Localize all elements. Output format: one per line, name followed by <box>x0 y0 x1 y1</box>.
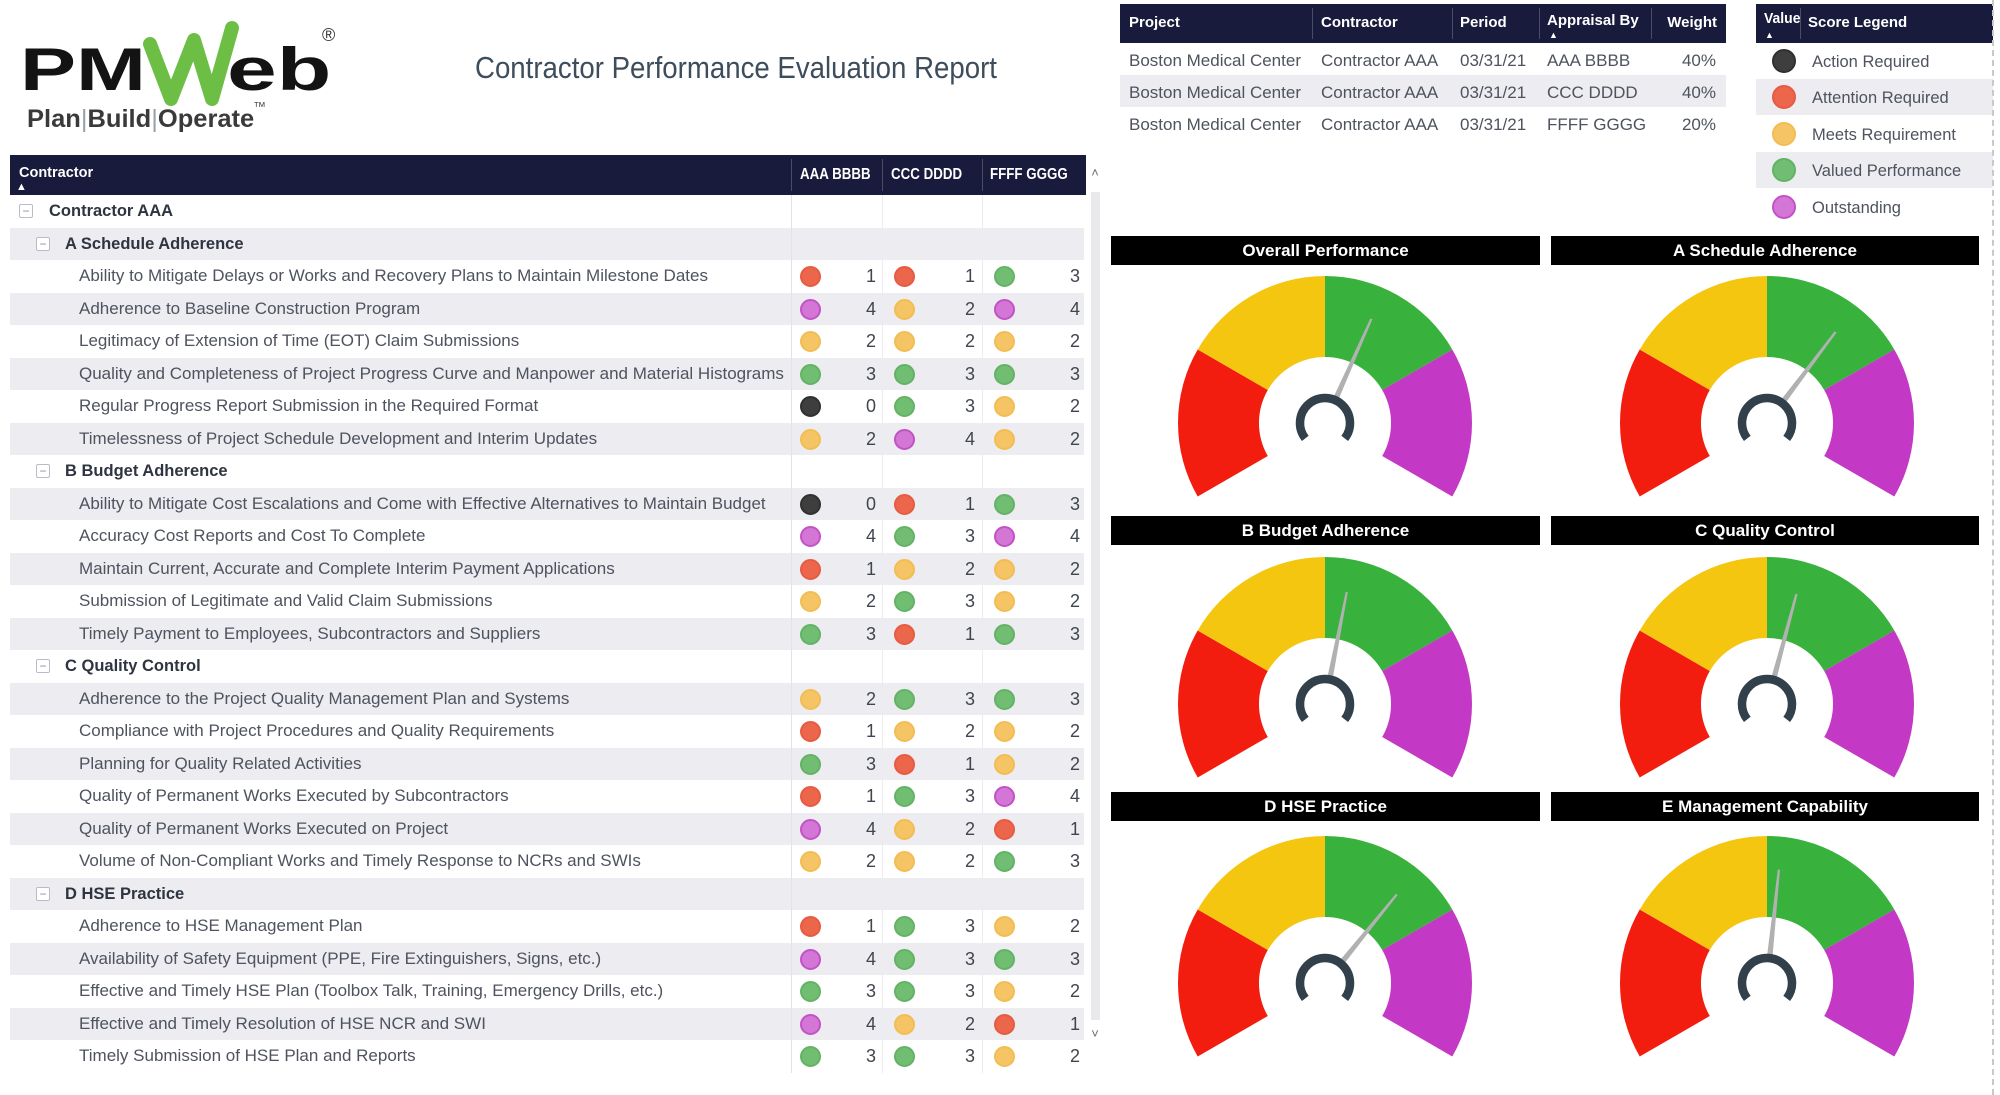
svg-text:®: ® <box>322 25 335 45</box>
svg-text:Plan|Build|Operate: Plan|Build|Operate <box>27 105 254 133</box>
svg-text:eb: eb <box>227 36 331 103</box>
svg-text:PM: PM <box>20 37 146 104</box>
svg-text:™: ™ <box>253 99 266 114</box>
